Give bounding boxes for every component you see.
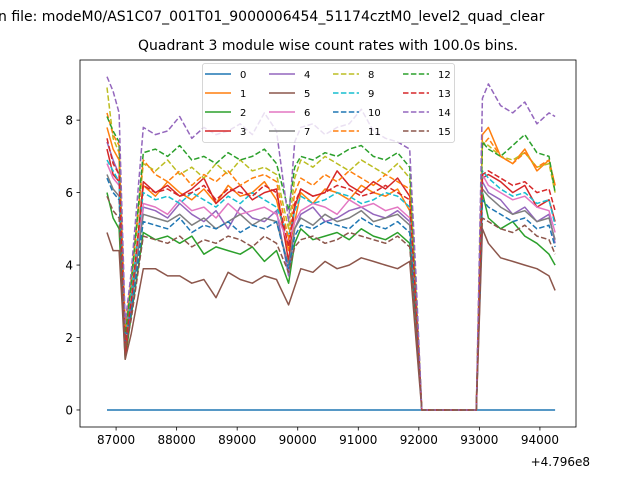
legend-label-0: 0 xyxy=(240,70,246,81)
series-line-1 xyxy=(106,126,556,411)
series-line-2 xyxy=(106,191,556,411)
y-tick-label: 6 xyxy=(65,186,73,200)
legend-label-1: 1 xyxy=(240,89,246,100)
legend-label-8: 8 xyxy=(368,70,374,81)
legend-label-15: 15 xyxy=(438,127,451,138)
y-tick-label: 0 xyxy=(65,403,73,417)
x-tick-label: 91000 xyxy=(339,433,377,447)
series-line-7 xyxy=(106,174,556,411)
series-line-12 xyxy=(106,116,556,411)
y-tick-label: 4 xyxy=(65,259,73,273)
x-tick-label: 90000 xyxy=(279,433,317,447)
series-line-4 xyxy=(106,141,556,411)
legend-label-6: 6 xyxy=(304,108,310,119)
x-tick-label: 94000 xyxy=(521,433,559,447)
figure-suptitle: n file: modeM0/AS1C07_001T01_9000006454_… xyxy=(0,9,545,25)
legend-label-4: 4 xyxy=(304,70,310,81)
axes-frame xyxy=(79,59,577,428)
legend-label-11: 11 xyxy=(368,127,381,138)
legend-label-12: 12 xyxy=(438,70,451,81)
x-tick-label: 87000 xyxy=(97,433,135,447)
series-line-6 xyxy=(106,163,556,411)
plot-area xyxy=(106,76,556,411)
legend-label-2: 2 xyxy=(240,108,246,119)
chart-title: Quadrant 3 module wise count rates with … xyxy=(138,38,518,54)
series-line-11 xyxy=(106,112,556,411)
legend-label-3: 3 xyxy=(240,127,246,138)
series-line-10 xyxy=(106,177,556,411)
x-tick-label: 92000 xyxy=(400,433,438,447)
legend-label-7: 7 xyxy=(304,127,310,138)
y-tick-label: 2 xyxy=(65,331,73,345)
legend-box xyxy=(202,63,455,143)
legend-label-13: 13 xyxy=(438,89,451,100)
x-tick-label: 93000 xyxy=(460,433,498,447)
x-tick-label: 88000 xyxy=(158,433,196,447)
series-line-5 xyxy=(106,228,556,411)
legend-label-10: 10 xyxy=(368,108,381,119)
series-line-15 xyxy=(106,195,556,411)
axes: 87000 88000 89000 90000 91000 92000 93000 94000… xyxy=(65,59,577,447)
series-line-13 xyxy=(106,138,556,411)
series-line-8 xyxy=(106,87,556,411)
legend-label-5: 5 xyxy=(304,89,310,100)
series-line-14 xyxy=(106,76,556,411)
legend-label-14: 14 xyxy=(438,108,451,119)
series-line-9 xyxy=(106,159,556,411)
legend-label-9: 9 xyxy=(368,89,374,100)
x-offset-label: +4.796e8 xyxy=(531,455,590,469)
x-tick-label: 89000 xyxy=(218,433,256,447)
y-tick-label: 8 xyxy=(65,114,73,128)
